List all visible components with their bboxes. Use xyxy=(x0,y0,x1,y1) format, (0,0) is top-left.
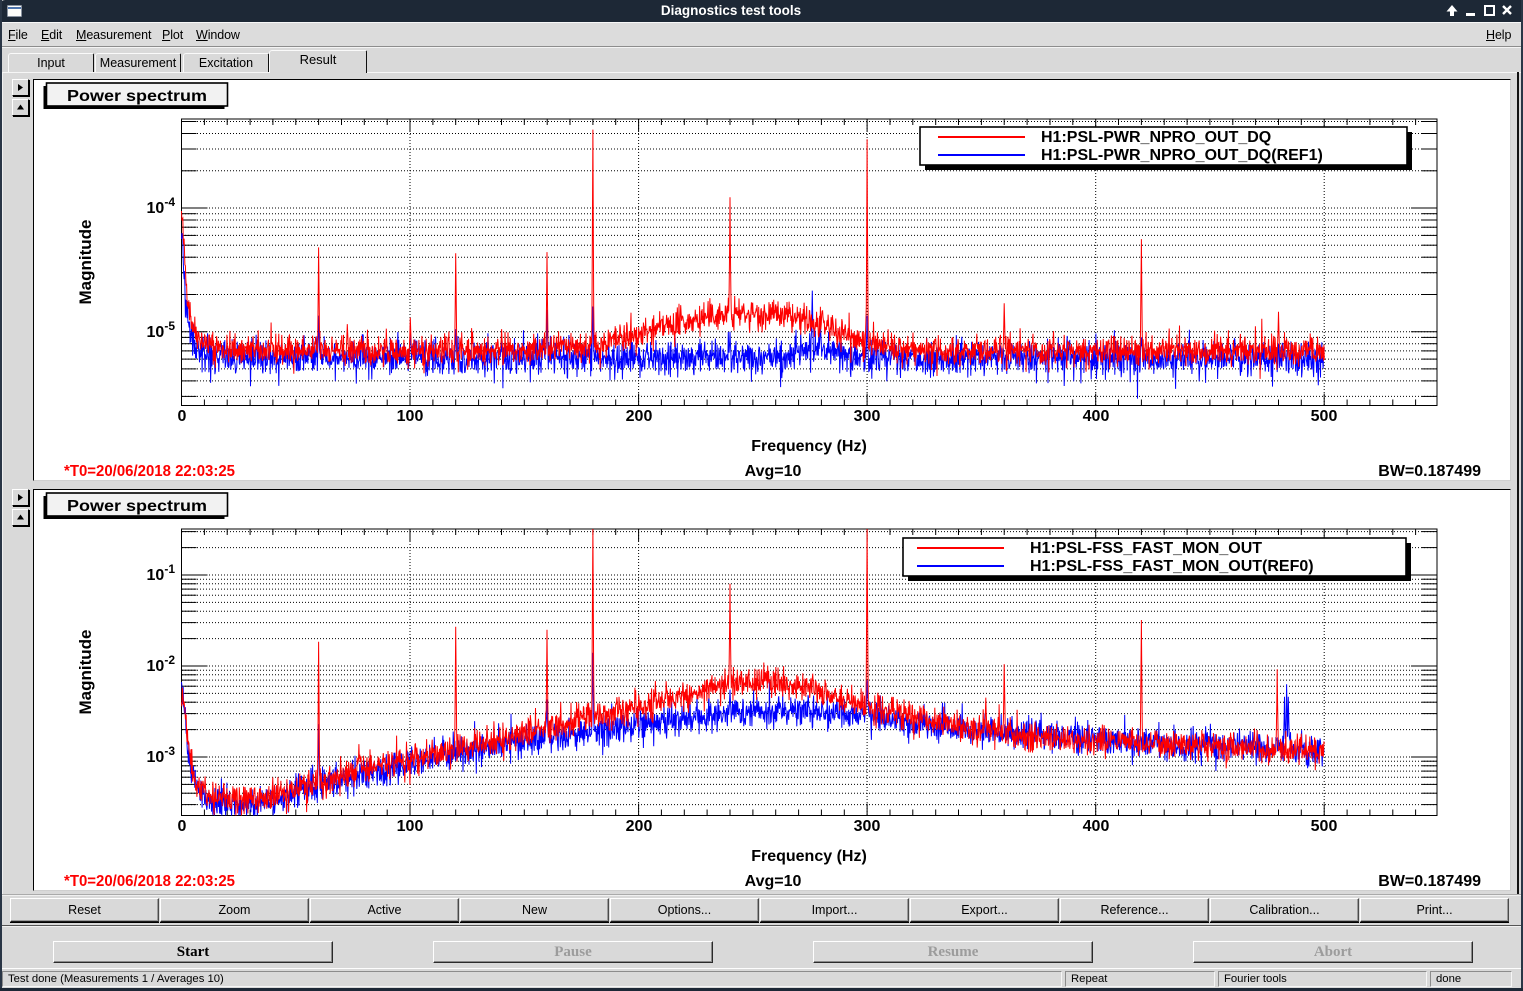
svg-text:400: 400 xyxy=(1083,408,1110,425)
svg-text:100: 100 xyxy=(397,818,424,835)
svg-text:Avg=10: Avg=10 xyxy=(745,463,802,480)
svg-text:H1:PSL-FSS_FAST_MON_OUT(REF0): H1:PSL-FSS_FAST_MON_OUT(REF0) xyxy=(1030,558,1314,575)
svg-text:Magnitude: Magnitude xyxy=(76,220,95,305)
svg-text:300: 300 xyxy=(854,818,881,835)
svg-text:Frequency (Hz): Frequency (Hz) xyxy=(751,848,867,865)
svg-text:10-3: 10-3 xyxy=(147,744,176,766)
svg-text:500: 500 xyxy=(1311,818,1338,835)
svg-text:10-1: 10-1 xyxy=(147,562,176,584)
svg-text:200: 200 xyxy=(626,818,653,835)
svg-text:100: 100 xyxy=(397,408,424,425)
svg-text:Magnitude: Magnitude xyxy=(76,630,95,715)
svg-text:Frequency (Hz): Frequency (Hz) xyxy=(751,438,867,455)
svg-text:Power spectrum: Power spectrum xyxy=(67,498,207,515)
svg-text:0: 0 xyxy=(178,408,187,425)
svg-text:BW=0.187499: BW=0.187499 xyxy=(1378,463,1481,480)
svg-text:H1:PSL-FSS_FAST_MON_OUT: H1:PSL-FSS_FAST_MON_OUT xyxy=(1030,540,1262,557)
svg-text:10-2: 10-2 xyxy=(147,653,176,675)
svg-text:500: 500 xyxy=(1311,408,1338,425)
svg-text:300: 300 xyxy=(854,408,881,425)
svg-text:400: 400 xyxy=(1083,818,1110,835)
svg-text:H1:PSL-PWR_NPRO_OUT_DQ(REF1): H1:PSL-PWR_NPRO_OUT_DQ(REF1) xyxy=(1041,147,1323,164)
svg-text:10-4: 10-4 xyxy=(147,195,176,217)
svg-text:10-5: 10-5 xyxy=(147,319,176,341)
svg-text:Avg=10: Avg=10 xyxy=(745,873,802,890)
svg-text:BW=0.187499: BW=0.187499 xyxy=(1378,873,1481,890)
svg-text:*T0=20/06/2018 22:03:25: *T0=20/06/2018 22:03:25 xyxy=(64,873,235,890)
svg-text:200: 200 xyxy=(626,408,653,425)
svg-text:H1:PSL-PWR_NPRO_OUT_DQ: H1:PSL-PWR_NPRO_OUT_DQ xyxy=(1041,129,1271,146)
svg-text:*T0=20/06/2018 22:03:25: *T0=20/06/2018 22:03:25 xyxy=(64,463,235,480)
svg-text:0: 0 xyxy=(178,818,187,835)
svg-text:Power spectrum: Power spectrum xyxy=(67,88,207,105)
